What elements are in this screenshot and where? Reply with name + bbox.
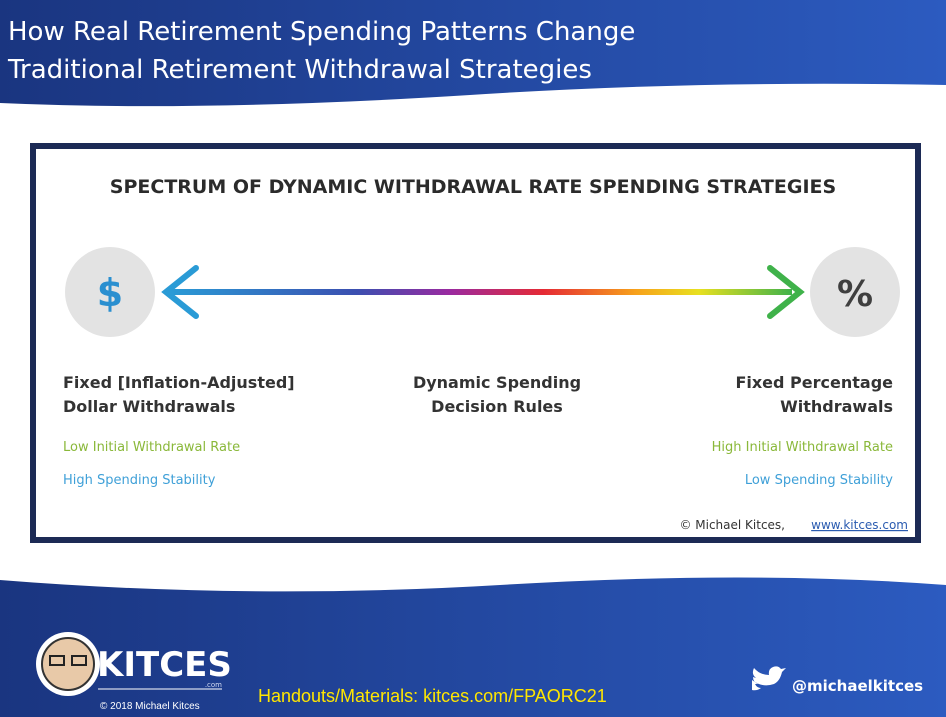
slide-title: How Real Retirement Spending Patterns Ch… xyxy=(8,17,635,47)
dollar-icon: $ xyxy=(97,271,123,315)
page: How Real Retirement Spending Patterns Ch… xyxy=(0,0,946,717)
left-label: Dollar Withdrawals xyxy=(63,397,235,416)
credit-link[interactable]: www.kitces.com xyxy=(811,518,908,532)
slide: How Real Retirement Spending Patterns Ch… xyxy=(0,0,946,717)
middle-label: Dynamic Spending xyxy=(413,373,581,392)
left-note: Low Initial Withdrawal Rate xyxy=(63,440,240,455)
spectrum-line xyxy=(170,289,792,295)
right-label: Fixed Percentage xyxy=(735,373,893,392)
figure-title: SPECTRUM OF DYNAMIC WITHDRAWAL RATE SPEN… xyxy=(110,176,836,198)
right-note: High Initial Withdrawal Rate xyxy=(712,440,893,455)
left-note: High Spending Stability xyxy=(63,473,216,488)
brand-suffix: .com xyxy=(205,681,222,689)
brand: KITCES xyxy=(97,645,232,685)
copyright: © 2018 Michael Kitces xyxy=(100,701,200,712)
slide-title: Traditional Retirement Withdrawal Strate… xyxy=(7,55,592,85)
middle-label: Decision Rules xyxy=(431,397,563,416)
handouts[interactable]: Handouts/Materials: kitces.com/FPAORC21 xyxy=(258,686,607,706)
left-label: Fixed [Inflation-Adjusted] xyxy=(63,373,295,392)
twitter-handle[interactable]: @michaelkitces xyxy=(792,677,923,695)
right-note: Low Spending Stability xyxy=(745,473,893,488)
credit: © Michael Kitces, xyxy=(679,518,785,532)
percent-icon: % xyxy=(837,274,873,315)
right-label: Withdrawals xyxy=(780,397,893,416)
